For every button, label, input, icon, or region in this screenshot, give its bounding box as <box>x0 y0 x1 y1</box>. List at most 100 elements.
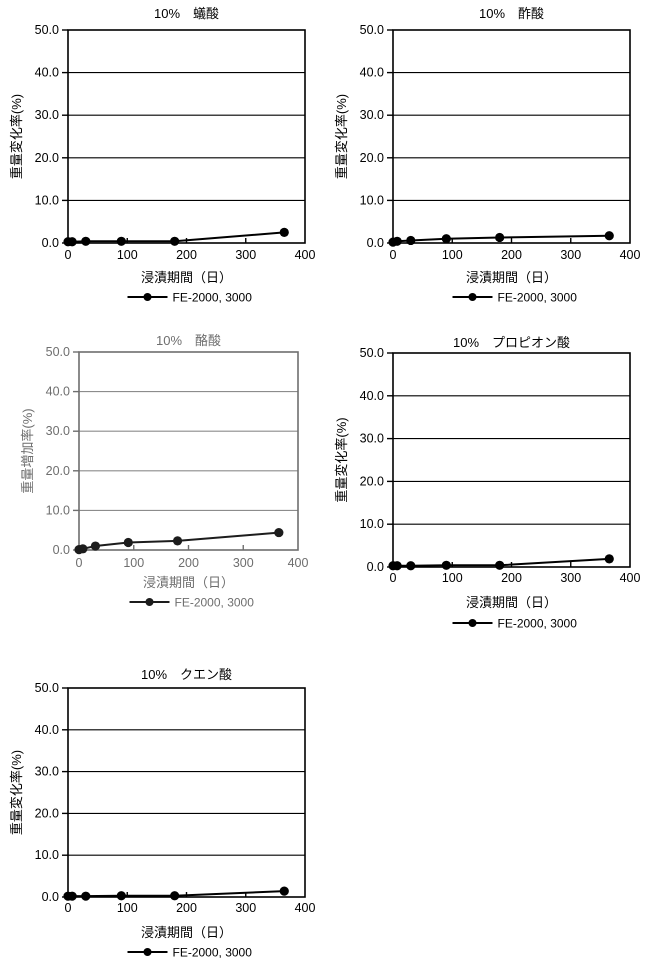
y-tick-label: 0.0 <box>53 543 70 557</box>
x-tick-label: 400 <box>288 556 309 570</box>
chart-butyric-acid: 10% 酪酸 0.0 10.0 20.0 30.0 40.0 50.0 0 100 200 300 4… <box>0 330 325 630</box>
y-tick-label: 0.0 <box>42 236 59 250</box>
plot-border <box>78 351 299 551</box>
data-point <box>604 231 614 241</box>
data-point <box>170 236 180 246</box>
data-point <box>116 236 126 246</box>
y-tick-label: 10.0 <box>360 517 384 531</box>
chart-acetic-acid: 10% 酢酸 0.0 10.0 20.0 30.0 40.0 50.0 0 100 200 300 4… <box>325 0 650 312</box>
legend-marker <box>143 293 152 301</box>
x-tick-label: 100 <box>123 556 144 570</box>
x-tick-label: 100 <box>117 248 138 262</box>
y-tick-label: 20.0 <box>35 151 59 165</box>
y-tick-label: 50.0 <box>35 681 59 695</box>
data-point <box>441 234 451 244</box>
data-point <box>392 561 402 571</box>
x-tick-label: 200 <box>501 571 522 585</box>
x-tick-label: 0 <box>65 901 72 915</box>
chart-title: 10% プロピオン酸 <box>453 335 570 350</box>
x-tick-label: 200 <box>176 901 197 915</box>
y-tick-label: 40.0 <box>360 66 384 80</box>
y-tick-label: 40.0 <box>46 385 70 399</box>
x-axis-label: 浸漬期間（日） <box>141 270 232 285</box>
chart-butyric-acid-plot: 10% 酪酸 0.0 10.0 20.0 30.0 40.0 50.0 0 100 200 300 4… <box>20 333 309 610</box>
y-tick-label: 10.0 <box>360 193 384 207</box>
x-tick-label: 0 <box>390 248 397 262</box>
x-tick-label: 400 <box>620 248 641 262</box>
data-point <box>495 232 505 243</box>
y-tick-label: 10.0 <box>46 503 70 517</box>
data-point <box>392 236 402 246</box>
plot-border <box>392 29 631 244</box>
legend-marker <box>143 948 152 956</box>
y-tick-label: 50.0 <box>360 23 384 37</box>
data-point <box>81 236 91 246</box>
x-tick-label: 300 <box>560 248 581 262</box>
chart-formic-acid: 10% 蟻酸 0.0 10.0 20.0 30.0 40.0 50.0 0 100 200 300 4… <box>0 0 325 312</box>
x-tick-label: 200 <box>178 556 199 570</box>
x-tick-label: 300 <box>233 556 254 570</box>
legend-marker <box>145 598 154 606</box>
data-point <box>67 891 77 901</box>
x-tick-label: 400 <box>295 248 316 262</box>
x-tick-label: 400 <box>620 571 641 585</box>
legend-label: FE-2000, 3000 <box>173 946 253 960</box>
y-tick-label: 20.0 <box>35 806 59 820</box>
x-axis-label: 浸漬期間（日） <box>141 925 232 940</box>
data-point <box>406 235 416 246</box>
plot-border <box>67 29 306 244</box>
chart-title: 10% クエン酸 <box>141 667 232 682</box>
plot-border <box>392 352 631 568</box>
data-point <box>279 227 289 237</box>
chart-formic-acid-plot: 10% 蟻酸 0.0 10.0 20.0 30.0 40.0 50.0 0 100 200 300 4… <box>9 6 316 305</box>
chart-citric-acid: 10% クエン酸 0.0 10.0 20.0 30.0 40.0 50.0 0 100 200 30… <box>0 662 325 975</box>
x-tick-label: 100 <box>442 571 463 585</box>
legend-marker <box>468 293 477 301</box>
y-axis-label: 重量変化率(%) <box>9 94 24 179</box>
data-point <box>78 544 88 554</box>
x-tick-label: 300 <box>235 248 256 262</box>
legend-label: FE-2000, 3000 <box>498 617 578 631</box>
y-tick-label: 10.0 <box>35 193 59 207</box>
y-tick-label: 20.0 <box>360 474 384 488</box>
y-axis-label: 重量変化率(%) <box>334 417 349 502</box>
y-tick-label: 50.0 <box>360 346 384 360</box>
y-tick-label: 30.0 <box>35 108 59 122</box>
data-point <box>67 237 77 247</box>
chart-title: 10% 酪酸 <box>156 333 221 348</box>
data-point <box>274 527 284 538</box>
data-point <box>172 536 183 546</box>
legend-label: FE-2000, 3000 <box>173 291 253 305</box>
y-tick-label: 20.0 <box>46 464 70 478</box>
legend-marker <box>468 619 477 627</box>
data-point <box>90 541 101 551</box>
plot-border <box>67 687 306 898</box>
data-point <box>116 891 126 901</box>
data-point <box>279 886 289 896</box>
y-tick-label: 20.0 <box>360 151 384 165</box>
y-tick-label: 0.0 <box>367 236 384 250</box>
chart-propionic-acid-plot: 10% プロピオン酸 0.0 10.0 20.0 30.0 40.0 50.0 0 100 200… <box>334 335 641 631</box>
data-point <box>170 891 180 901</box>
x-axis-label: 浸漬期間（日） <box>466 270 557 285</box>
chart-propionic-acid: 10% プロピオン酸 0.0 10.0 20.0 30.0 40.0 50.0 0 100 200… <box>325 330 650 642</box>
y-tick-label: 30.0 <box>46 424 70 438</box>
x-axis-label: 浸漬期間（日） <box>466 595 557 610</box>
chart-title: 10% 酢酸 <box>479 6 544 21</box>
x-tick-label: 200 <box>176 248 197 262</box>
y-tick-label: 30.0 <box>35 765 59 779</box>
y-tick-label: 40.0 <box>35 723 59 737</box>
y-tick-label: 10.0 <box>35 848 59 862</box>
y-tick-label: 50.0 <box>35 23 59 37</box>
data-point <box>441 560 451 570</box>
y-axis-label: 重量変化率(%) <box>9 750 24 835</box>
data-point <box>495 560 505 570</box>
y-tick-label: 30.0 <box>360 432 384 446</box>
y-tick-label: 40.0 <box>35 66 59 80</box>
legend-label: FE-2000, 3000 <box>498 291 578 305</box>
x-tick-label: 100 <box>442 248 463 262</box>
data-point <box>406 561 416 571</box>
x-tick-label: 400 <box>295 901 316 915</box>
data-point <box>123 537 133 548</box>
